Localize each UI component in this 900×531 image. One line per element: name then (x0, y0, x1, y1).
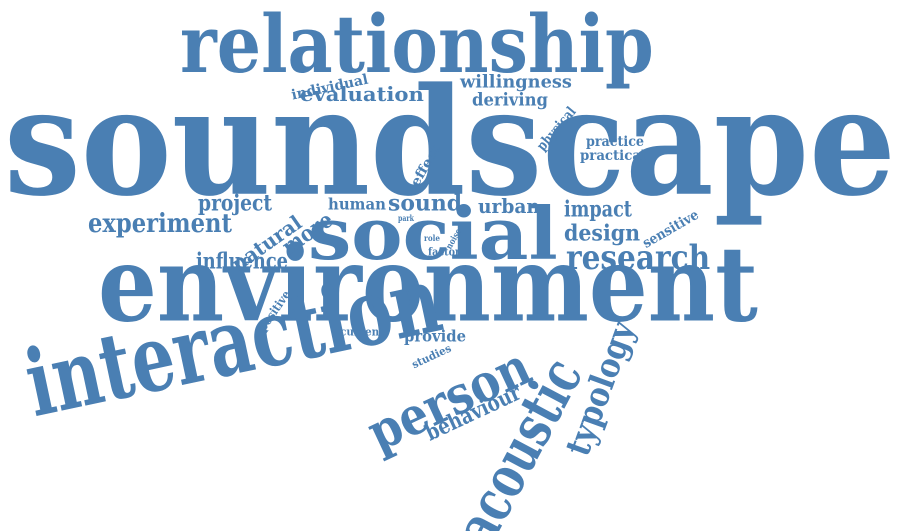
word-willingness: willingness (460, 70, 572, 92)
word-factor: factor (428, 245, 461, 258)
word-deriving: deriving (472, 88, 548, 110)
word-social: social (308, 191, 558, 277)
word-impact: impact (564, 196, 632, 222)
word-design: design (564, 220, 641, 246)
word-soundscape: soundscape (4, 54, 896, 230)
word-practice: practice (586, 132, 644, 150)
word-research: research (566, 236, 711, 278)
word-provide: provide (404, 326, 466, 346)
word-practical: practical (580, 146, 647, 164)
word-experiment: experiment (88, 207, 232, 239)
word-influence: influence (196, 248, 288, 274)
word-human: human (328, 194, 386, 214)
word-evaluation: evaluation (300, 82, 424, 106)
word-urban: urban (478, 194, 540, 218)
word-sound: sound (388, 190, 463, 216)
word-park: park (398, 213, 414, 223)
word-current: current (340, 325, 385, 338)
word-environment: environment (98, 222, 758, 346)
word-relationship: relationship (180, 0, 654, 92)
word-role: role (424, 233, 440, 243)
word-project: project (198, 190, 273, 216)
